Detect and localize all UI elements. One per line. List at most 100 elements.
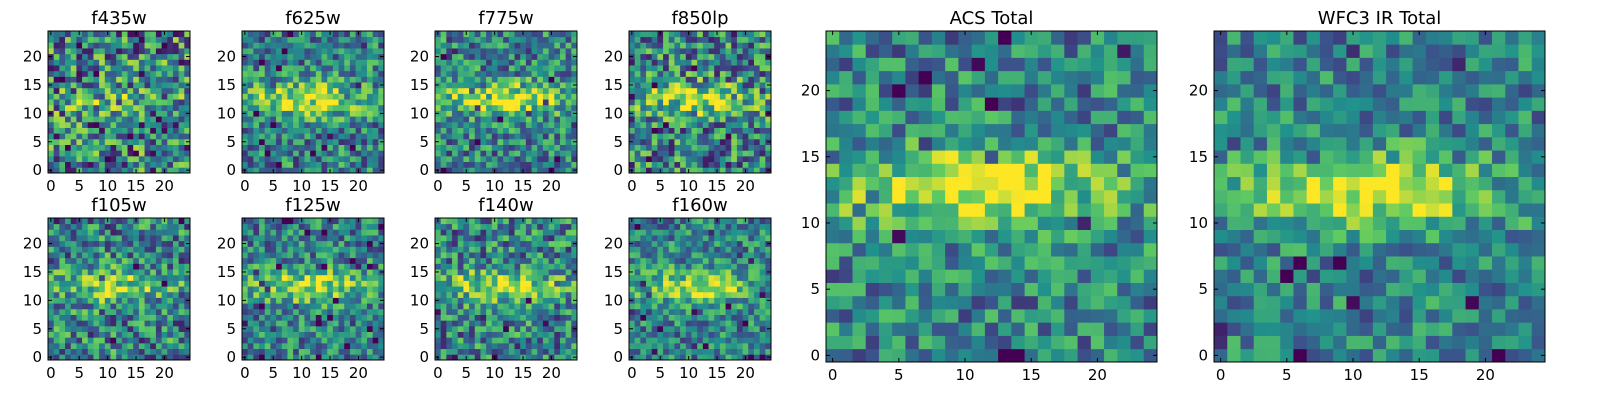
heatmap-cell — [697, 155, 704, 163]
heatmap-cell — [366, 257, 374, 264]
heatmap-cell — [264, 348, 271, 355]
heatmap-cell — [685, 308, 692, 315]
heatmap-cell — [161, 161, 168, 168]
heatmap-cell — [651, 325, 658, 332]
heatmap-cell — [520, 240, 527, 247]
heatmap-cell — [287, 229, 294, 236]
heatmap-cell — [514, 257, 521, 264]
heatmap-cell — [457, 274, 464, 281]
heatmap-cell — [338, 110, 345, 117]
heatmap-cell — [138, 76, 145, 83]
heatmap-cell — [629, 121, 636, 128]
heatmap-cell — [104, 155, 111, 163]
heatmap-cell — [281, 70, 288, 77]
heatmap-cell — [651, 82, 658, 89]
heatmap-cell — [116, 121, 123, 128]
heatmap-cell — [702, 116, 709, 123]
heatmap-cell — [281, 223, 288, 230]
heatmap-cell — [281, 331, 288, 338]
heatmap-cell — [474, 320, 481, 327]
heatmap-cell — [344, 286, 351, 293]
heatmap-cell — [378, 246, 385, 253]
heatmap-cell — [463, 65, 470, 72]
heatmap-cell — [372, 59, 379, 66]
x-tick-label: 20 — [349, 364, 368, 382]
heatmap-cell — [127, 263, 134, 270]
heatmap-cell — [520, 127, 527, 134]
heatmap-cell — [82, 223, 89, 230]
heatmap-cell — [663, 133, 670, 140]
heatmap-cell — [674, 121, 681, 128]
heatmap-cell — [321, 127, 328, 134]
heatmap-cell — [264, 320, 271, 327]
heatmap-cell — [344, 70, 351, 77]
heatmap-cell — [691, 93, 698, 100]
heatmap-cell — [82, 87, 89, 94]
heatmap-cell — [708, 31, 715, 38]
heatmap-cell — [150, 127, 157, 134]
heatmap-cell — [731, 99, 738, 106]
heatmap-cell — [315, 257, 322, 264]
heatmap-cell — [53, 42, 60, 49]
heatmap-cell — [736, 93, 743, 100]
heatmap-cell — [646, 59, 653, 66]
heatmap-cell — [497, 354, 504, 361]
heatmap-cell — [150, 229, 157, 236]
heatmap-cell — [321, 337, 328, 344]
heatmap-cell — [486, 354, 493, 361]
heatmap-cell — [646, 325, 653, 332]
heatmap-cell — [155, 65, 162, 72]
heatmap-cell — [281, 297, 288, 304]
heatmap-cell — [531, 325, 538, 332]
heatmap-cell — [640, 99, 647, 106]
heatmap-cell — [247, 104, 254, 111]
heatmap-cell — [276, 110, 283, 117]
heatmap-cell — [253, 110, 260, 117]
heatmap-cell — [565, 246, 572, 253]
heatmap-cell — [133, 150, 140, 157]
heatmap-cell — [491, 133, 498, 140]
heatmap-cell — [167, 269, 174, 276]
heatmap-cell — [714, 274, 721, 281]
heatmap-cell — [651, 104, 658, 111]
heatmap-cell — [161, 82, 168, 89]
heatmap-cell — [702, 42, 709, 49]
heatmap-cell — [70, 348, 77, 355]
heatmap-cell — [355, 133, 362, 140]
heatmap-cell — [520, 161, 527, 168]
heatmap-cell — [167, 252, 174, 259]
heatmap-cell — [646, 314, 653, 321]
heatmap-cell — [87, 36, 94, 43]
heatmap-cell — [332, 155, 339, 163]
heatmap-cell — [520, 133, 527, 140]
heatmap-cell — [537, 110, 544, 117]
heatmap-cell — [565, 354, 572, 361]
heatmap-cell — [463, 308, 470, 315]
heatmap-cell — [742, 291, 749, 298]
heatmap-cell — [270, 87, 277, 94]
heatmap-cell — [640, 121, 647, 128]
heatmap-cell — [663, 93, 670, 100]
heatmap-cell — [116, 110, 123, 117]
heatmap-cell — [293, 82, 300, 89]
heatmap-cell — [708, 150, 715, 157]
heatmap-cell — [321, 348, 328, 355]
heatmap-cell — [759, 144, 766, 151]
heatmap-cell — [503, 325, 510, 332]
heatmap-cell — [759, 31, 766, 38]
heatmap-cell — [708, 167, 715, 174]
heatmap-cell — [646, 167, 653, 174]
heatmap-cell — [640, 138, 647, 145]
heatmap-cell — [253, 297, 260, 304]
heatmap-cell — [440, 297, 447, 304]
heatmap-cell — [276, 76, 283, 83]
heatmap-cell — [276, 331, 283, 338]
heatmap-cell — [525, 110, 532, 117]
heatmap-cell — [378, 314, 385, 321]
heatmap-cell — [657, 280, 664, 287]
heatmap-cell — [725, 121, 732, 128]
heatmap-cell — [640, 297, 647, 304]
heatmap-cell — [508, 53, 515, 60]
heatmap-cell — [548, 155, 555, 163]
heatmap-cell — [178, 127, 185, 134]
